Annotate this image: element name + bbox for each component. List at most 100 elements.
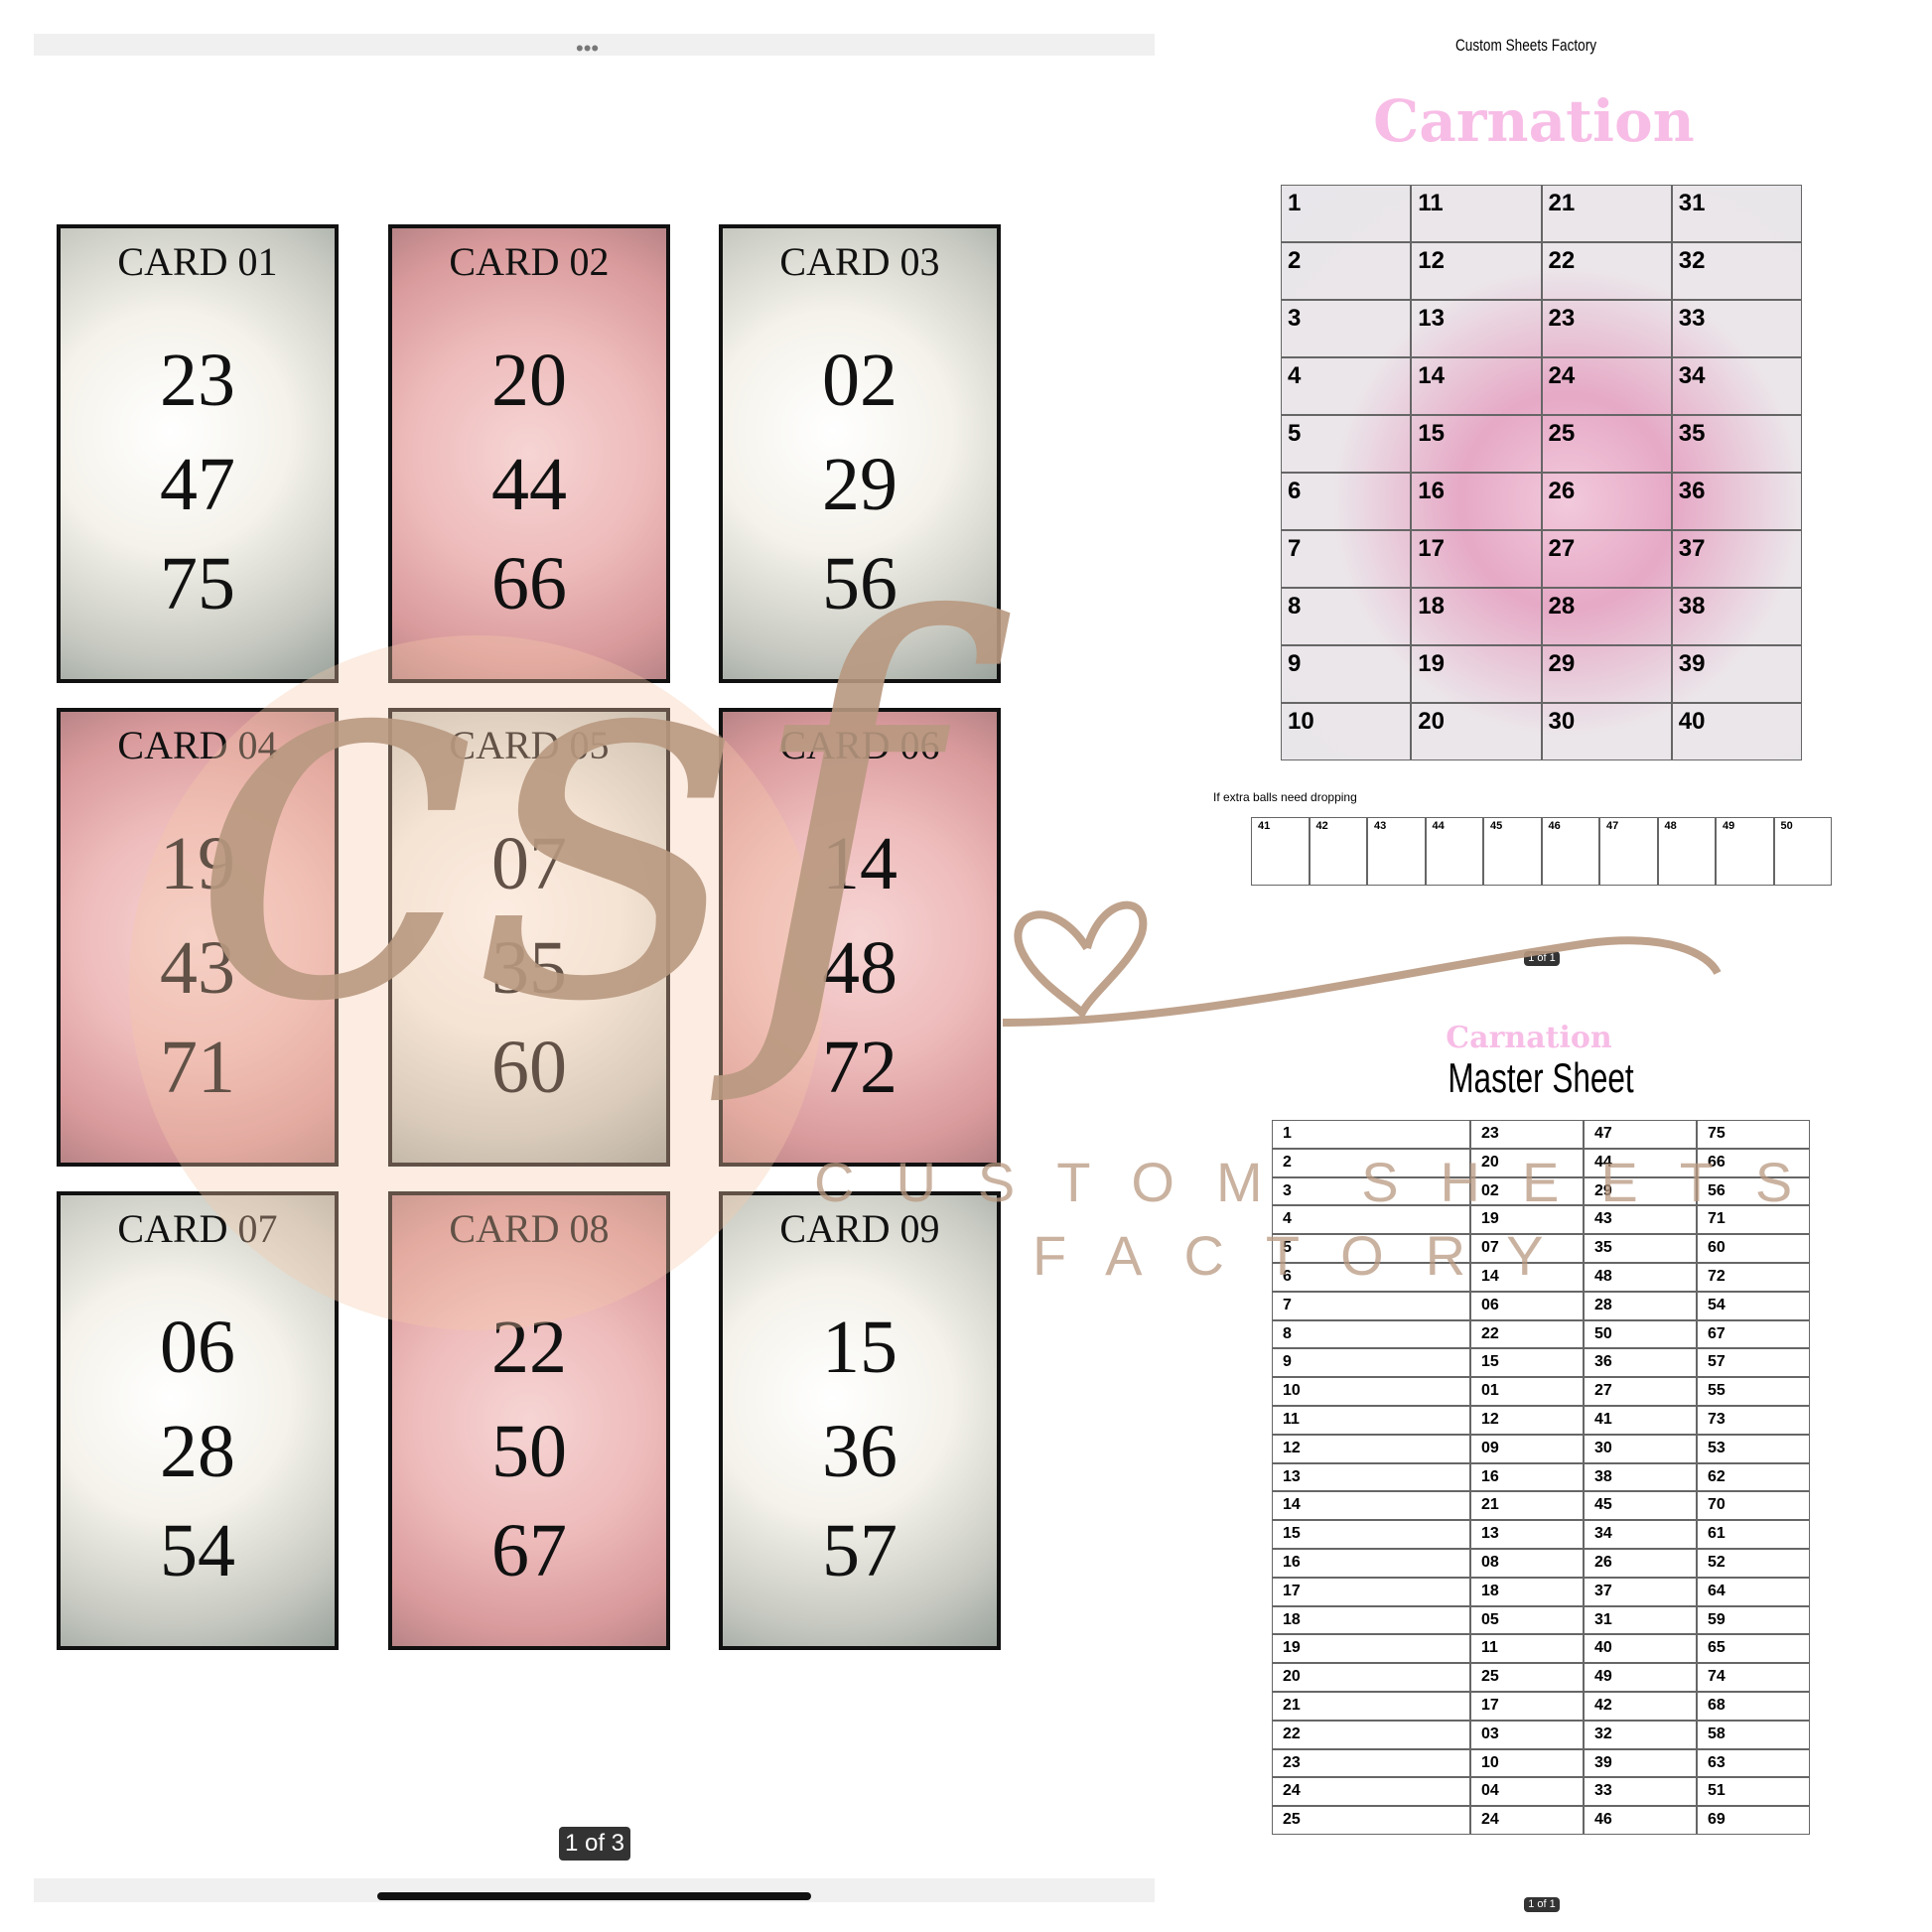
master-cell: 65 (1697, 1634, 1810, 1664)
master-cell: 37 (1584, 1577, 1697, 1606)
master-cell: 13 (1272, 1462, 1470, 1492)
master-cell: 48 (1584, 1263, 1697, 1292)
master-cell: 12 (1272, 1434, 1470, 1463)
call-cell: 23 (1541, 300, 1672, 357)
card-label: CARD 04 (117, 723, 278, 767)
card-number: 22 (491, 1306, 567, 1389)
call-cell: 34 (1671, 357, 1802, 415)
master-cell: 67 (1697, 1319, 1810, 1349)
call-cell: 40 (1671, 703, 1802, 760)
extra-cell: 50 (1773, 817, 1832, 886)
master-cell: 8 (1272, 1319, 1470, 1349)
extra-cell: 48 (1657, 817, 1716, 886)
master-cell: 30 (1584, 1434, 1697, 1463)
call-grid: 1 2 3 4 5 6 7 8 9 10 11 12 13 14 15 16 17 18 19 20 21 22 23 24 2… (1281, 185, 1802, 760)
master-cell: 21 (1272, 1692, 1470, 1721)
master-cell: 3 (1272, 1176, 1470, 1206)
master-cell: 28 (1584, 1291, 1697, 1320)
master-cell: 19 (1272, 1634, 1470, 1664)
extra-cell: 44 (1425, 817, 1483, 886)
master-cell: 20 (1272, 1663, 1470, 1692)
master-cell: 14 (1272, 1491, 1470, 1521)
more-dots[interactable]: ••• (576, 36, 600, 61)
call-cell: 27 (1541, 530, 1672, 588)
master-cell: 03 (1470, 1720, 1584, 1749)
master-cell: 46 (1584, 1806, 1697, 1835)
card-number: 44 (491, 443, 567, 526)
card-number: 19 (160, 822, 235, 905)
master-cell: 35 (1584, 1234, 1697, 1263)
master-cell: 22 (1272, 1720, 1470, 1749)
master-cell: 24 (1272, 1777, 1470, 1807)
master-cell: 25 (1272, 1806, 1470, 1835)
watermark-logo: csf (189, 513, 934, 1115)
call-cell: 38 (1671, 588, 1802, 645)
master-cell: 52 (1697, 1549, 1810, 1578)
bingo-card: CARD 03 02 29 56 (719, 224, 1001, 683)
brand: Custom Sheets Factory (1454, 36, 1597, 55)
master-cell: 61 (1697, 1520, 1810, 1549)
master-cell: 11 (1272, 1406, 1470, 1435)
bingo-card: CARD 08 22 50 67 (388, 1191, 670, 1650)
call-cell: 16 (1411, 473, 1542, 530)
master-cell: 09 (1470, 1434, 1584, 1463)
call-cell: 33 (1671, 300, 1802, 357)
master-cell: 68 (1697, 1692, 1810, 1721)
master-cell: 26 (1584, 1549, 1697, 1578)
call-cell: 5 (1281, 415, 1412, 473)
master-cell: 01 (1470, 1377, 1584, 1406)
top-bar (34, 34, 1155, 56)
master-cell: 15 (1272, 1520, 1470, 1549)
call-cell: 31 (1671, 185, 1802, 242)
master-cell: 60 (1697, 1234, 1810, 1263)
call-cell: 30 (1541, 703, 1672, 760)
master-cell: 72 (1697, 1263, 1810, 1292)
master-cell: 51 (1697, 1777, 1810, 1807)
master-cell: 25 (1470, 1663, 1584, 1692)
card-number: 50 (491, 1410, 567, 1493)
extra-cell: 47 (1599, 817, 1658, 886)
home-indicator (377, 1892, 811, 1900)
master-cell: 58 (1697, 1720, 1810, 1749)
call-cell: 7 (1281, 530, 1412, 588)
card-label: CARD 05 (449, 723, 610, 767)
master-cell: 40 (1584, 1634, 1697, 1664)
bingo-card: CARD 04 19 43 71 (57, 708, 339, 1167)
master-cell: 62 (1697, 1462, 1810, 1492)
card-number: 07 (491, 822, 567, 905)
card-number: 47 (160, 443, 235, 526)
master-cell: 34 (1584, 1520, 1697, 1549)
master-cell: 16 (1470, 1462, 1584, 1492)
master-cell: 06 (1470, 1291, 1584, 1320)
swash-path (1002, 900, 1722, 1027)
master-cell: 18 (1272, 1605, 1470, 1635)
call-cell: 29 (1541, 645, 1672, 703)
master-cell: 10 (1272, 1377, 1470, 1406)
card-number: 60 (491, 1026, 567, 1109)
master-cell: 33 (1584, 1777, 1697, 1807)
call-cell: 18 (1411, 588, 1542, 645)
master-cell: 21 (1470, 1491, 1584, 1521)
master-title: Master Sheet (1448, 1054, 1634, 1101)
call-cell: 2 (1281, 242, 1412, 300)
master-cell: 17 (1470, 1692, 1584, 1721)
card-number: 06 (160, 1306, 235, 1389)
call-cell: 10 (1281, 703, 1412, 760)
call-cell: 1 (1281, 185, 1412, 242)
extra-note: If extra balls need dropping (1213, 790, 1357, 804)
extra-row: 41 42 43 44 45 46 47 48 49 50 (1251, 817, 1832, 886)
card-number: 35 (491, 926, 567, 1010)
master-cell: 22 (1470, 1319, 1584, 1349)
extra-cell: 45 (1483, 817, 1542, 886)
call-cell: 21 (1541, 185, 1672, 242)
call-cell: 37 (1671, 530, 1802, 588)
master-cell: 23 (1272, 1748, 1470, 1778)
bingo-card: CARD 07 06 28 54 (57, 1191, 339, 1650)
watermark-swash (1002, 900, 1722, 1027)
call-cell: 39 (1671, 645, 1802, 703)
call-cell: 15 (1411, 415, 1542, 473)
call-cell: 22 (1541, 242, 1672, 300)
card-label: CARD 08 (449, 1206, 610, 1251)
watermark-line1: CUSTOM SHEETS (814, 1151, 1835, 1213)
